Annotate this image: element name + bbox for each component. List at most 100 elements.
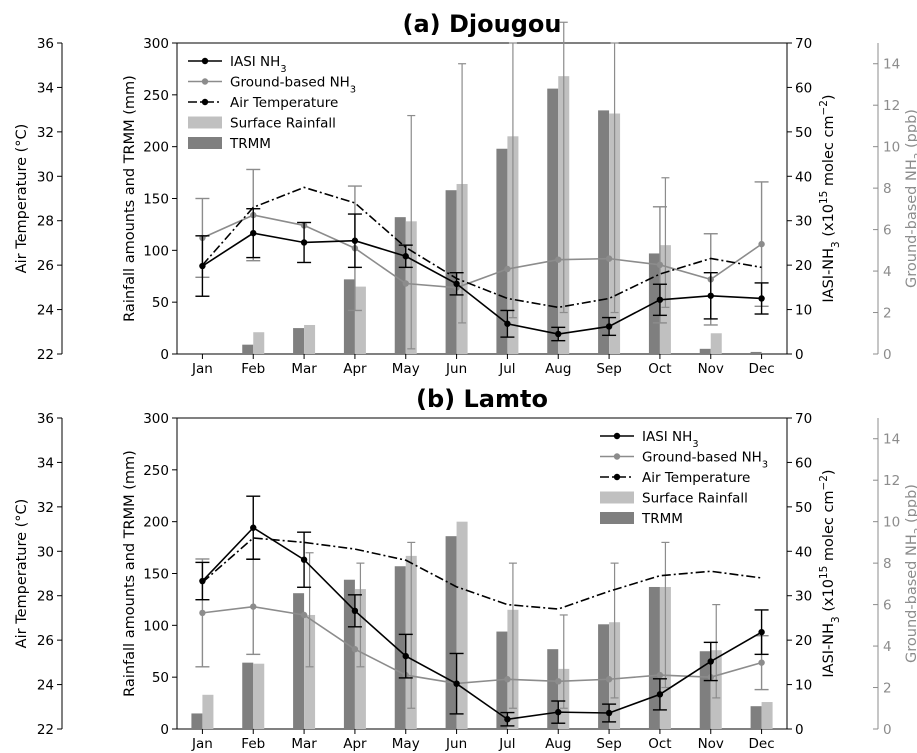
surface-rainfall-bar [761, 702, 773, 729]
ground-nh3-line [202, 605, 762, 685]
temperature-tick-label: 32 [37, 500, 54, 516]
trmm-bar [242, 662, 254, 729]
iasi-axis-label: IASI-NH3 (x1015 molec cm−2) [818, 469, 842, 677]
ground-nh3-point [250, 603, 257, 610]
iasi-nh3-point [707, 658, 714, 665]
rainfall-tick-label: 100 [143, 618, 169, 634]
iasi-tick-label: 30 [795, 589, 812, 605]
temperature-tick-label: 36 [37, 36, 54, 52]
iasi-nh3-point [199, 262, 206, 270]
temperature-axis-label: Air Temperature (°C) [14, 499, 30, 649]
iasi-nh3-point [351, 237, 359, 244]
rainfall-tick-label: 200 [143, 140, 169, 156]
month-tick-label: Feb [241, 736, 265, 752]
legend-label: Surface Rainfall [642, 491, 748, 507]
iasi-nh3-point [300, 239, 308, 246]
temperature-tick-label: 24 [37, 678, 54, 694]
rainfall-tick-label: 50 [152, 670, 169, 686]
rainfall-tick-label: 0 [160, 347, 169, 363]
ground-nh3-tick-label: 0 [883, 347, 892, 363]
month-tick-label: Sep [596, 361, 621, 377]
month-tick-label: Jun [445, 361, 467, 377]
legend-label: Ground-based NH3 [642, 450, 768, 471]
temperature-tick-label: 24 [37, 303, 54, 319]
iasi-nh3-line [201, 526, 762, 721]
legend-swatch-trmm [188, 137, 222, 149]
iasi-tick-label: 20 [795, 258, 812, 274]
iasi-nh3-point [250, 524, 257, 531]
trmm-bar [750, 351, 762, 354]
legend-swatch-surface-rainfall [188, 116, 222, 129]
month-tick-label: Dec [749, 736, 775, 752]
temperature-tick-label: 28 [37, 589, 54, 605]
month-tick-label: Jul [498, 361, 515, 377]
legend-label: IASI NH3 [230, 54, 287, 75]
month-tick-label: Sep [596, 736, 621, 752]
month-tick-label: Nov [698, 361, 724, 377]
trmm-bar [293, 593, 305, 729]
rainfall-tick-label: 300 [143, 411, 169, 427]
ground-nh3-point [402, 280, 409, 287]
surface-rainfall-bar [456, 521, 468, 729]
iasi-tick-label: 0 [795, 347, 804, 363]
ground-nh3-tick-label: 8 [883, 181, 892, 197]
trmm-bar [343, 279, 355, 354]
month-tick-label: Dec [749, 361, 775, 377]
month-tick-label: Mar [291, 361, 317, 377]
iasi-nh3-point [758, 628, 765, 636]
trmm-bar [648, 586, 660, 729]
ground-nh3-point [555, 678, 562, 685]
trmm-bar [598, 624, 610, 729]
legend-swatch-trmm [600, 512, 634, 524]
ground-nh3-point [555, 256, 562, 263]
legend-marker-air-temperature [613, 473, 621, 481]
month-tick-label: May [392, 736, 420, 752]
trmm-bar [496, 148, 508, 354]
iasi-tick-label: 70 [795, 411, 812, 427]
ground-nh3-tick-label: 0 [883, 722, 892, 738]
iasi-tick-label: 70 [795, 36, 812, 52]
rainfall-tick-label: 200 [143, 515, 169, 531]
trmm-bar [750, 706, 762, 729]
ground-nh3-point [758, 659, 765, 666]
surface-rainfall-bar [304, 614, 316, 729]
iasi-nh3-point [453, 680, 460, 687]
iasi-tick-label: 50 [795, 125, 812, 141]
rainfall-tick-label: 250 [143, 463, 169, 479]
month-tick-label: Apr [343, 361, 367, 377]
ground-nh3-point [300, 611, 308, 619]
iasi-axis-label: IASI-NH3 (x1015 molec cm−2) [818, 94, 842, 302]
iasi-tick-label: 40 [795, 544, 812, 560]
month-tick-label: Jun [445, 736, 467, 752]
trmm-bar [343, 579, 355, 729]
rainfall-tick-label: 100 [143, 243, 169, 259]
ground-nh3-tick-label: 4 [883, 264, 892, 280]
iasi-nh3-point [758, 295, 765, 302]
surface-rainfall-bar [202, 694, 214, 729]
ground-nh3-tick-label: 2 [883, 306, 892, 322]
temperature-tick-label: 30 [37, 544, 54, 560]
legend-marker-iasi-nh3 [613, 432, 621, 440]
ground-nh3-point [605, 255, 613, 262]
month-tick-label: Apr [343, 736, 367, 752]
rainfall-tick-label: 300 [143, 36, 169, 52]
trmm-bar [191, 713, 203, 729]
iasi-nh3-point [402, 253, 409, 260]
iasi-tick-label: 50 [795, 500, 812, 516]
legend-label: Air Temperature [230, 95, 338, 111]
trmm-bar [699, 348, 711, 354]
iasi-nh3-point [605, 709, 613, 717]
trmm-bar [293, 328, 305, 354]
rainfall-axis-label: Rainfall amounts and TRMM (mm) [122, 75, 138, 322]
ground-nh3-point [758, 240, 765, 248]
air-temperature-line [201, 186, 762, 309]
iasi-nh3-point [351, 607, 359, 615]
legend-label: TRMM [229, 136, 271, 152]
iasi-nh3-line [201, 232, 762, 335]
trmm-bar [394, 217, 406, 354]
rainfall-tick-label: 0 [160, 722, 169, 738]
iasi-tick-label: 40 [795, 169, 812, 185]
